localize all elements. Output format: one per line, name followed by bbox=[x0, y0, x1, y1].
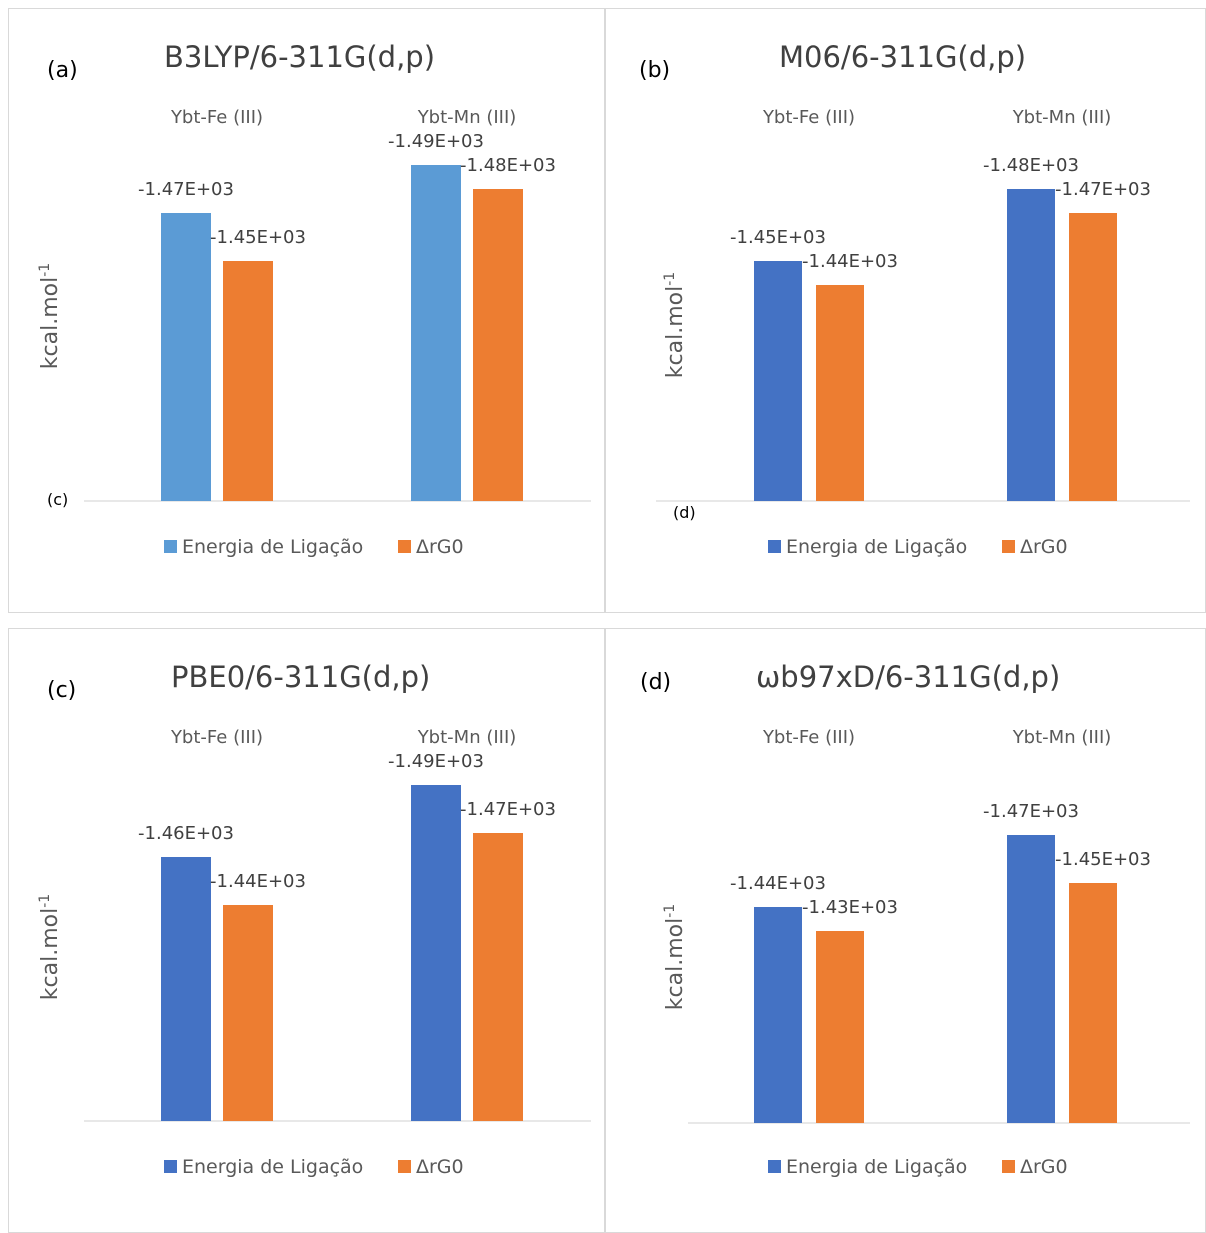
y-axis-label: kcal.mol-1 bbox=[37, 894, 63, 1000]
bar bbox=[223, 261, 273, 501]
legend-swatch bbox=[398, 1160, 411, 1173]
legend-label: Energia de Ligação bbox=[182, 536, 363, 558]
bar bbox=[816, 285, 864, 501]
legend-label: ΔrG0 bbox=[416, 536, 464, 558]
legend-label: ΔrG0 bbox=[1020, 536, 1068, 558]
data-label: -1.47E+03 bbox=[983, 801, 1079, 822]
legend-swatch bbox=[398, 540, 411, 553]
chart-svg: (a) B3LYP/6-311G(d,p) Ybt-Fe (III) Ybt-Mn (… bbox=[37, 40, 591, 558]
chart-panel-d: (d) ωb97xD/6-311G(d,p) Ybt-Fe (III) Ybt-Mn … bbox=[605, 628, 1206, 1233]
bar bbox=[411, 785, 461, 1121]
legend-label: Energia de Ligação bbox=[786, 1156, 967, 1178]
legend-swatch bbox=[164, 540, 177, 553]
legend-swatch bbox=[768, 540, 781, 553]
legend-label: Energia de Ligação bbox=[182, 1156, 363, 1178]
legend-label: ΔrG0 bbox=[416, 1156, 464, 1178]
y-axis-label: kcal.mol-1 bbox=[662, 904, 688, 1010]
data-label: -1.44E+03 bbox=[802, 251, 898, 272]
data-label: -1.45E+03 bbox=[210, 227, 306, 248]
panel-label: (c) bbox=[47, 678, 76, 703]
bar bbox=[473, 833, 523, 1121]
category-label: Ybt-Mn (III) bbox=[417, 727, 517, 748]
data-label: -1.45E+03 bbox=[1055, 849, 1151, 870]
legend-swatch bbox=[1002, 1160, 1015, 1173]
category-label: Ybt-Mn (III) bbox=[1012, 107, 1112, 128]
data-label: -1.44E+03 bbox=[210, 871, 306, 892]
bar bbox=[161, 213, 211, 501]
category-label: Ybt-Fe (III) bbox=[170, 107, 263, 128]
data-label: -1.47E+03 bbox=[138, 179, 234, 200]
panel-label: (a) bbox=[47, 58, 78, 83]
category-label: Ybt-Fe (III) bbox=[762, 727, 855, 748]
bar bbox=[473, 189, 523, 501]
data-label: -1.49E+03 bbox=[388, 131, 484, 152]
legend-swatch bbox=[768, 1160, 781, 1173]
chart-svg: (c) PBE0/6-311G(d,p) Ybt-Fe (III) Ybt-Mn (I… bbox=[37, 660, 591, 1178]
data-label: -1.48E+03 bbox=[460, 155, 556, 176]
y-axis-label: kcal.mol-1 bbox=[37, 263, 63, 369]
category-label: Ybt-Mn (III) bbox=[417, 107, 517, 128]
data-label: -1.46E+03 bbox=[138, 823, 234, 844]
stray-label: (c) bbox=[47, 490, 68, 509]
bar bbox=[754, 907, 802, 1123]
bar bbox=[1069, 213, 1117, 501]
chart-title: PBE0/6-311G(d,p) bbox=[171, 660, 430, 694]
chart-panel-c: (c) PBE0/6-311G(d,p) Ybt-Fe (III) Ybt-Mn (I… bbox=[8, 628, 605, 1233]
data-label: -1.47E+03 bbox=[460, 799, 556, 820]
data-label: -1.48E+03 bbox=[983, 155, 1079, 176]
data-label: -1.43E+03 bbox=[802, 897, 898, 918]
data-label: -1.45E+03 bbox=[730, 227, 826, 248]
bar bbox=[223, 905, 273, 1121]
bar bbox=[1007, 189, 1055, 501]
chart-title: ωb97xD/6-311G(d,p) bbox=[756, 660, 1060, 694]
legend-label: Energia de Ligação bbox=[786, 536, 967, 558]
chart-panel-b: (b) M06/6-311G(d,p) Ybt-Fe (III) Ybt-Mn (II… bbox=[605, 8, 1206, 613]
chart-svg: (b) M06/6-311G(d,p) Ybt-Fe (III) Ybt-Mn (II… bbox=[639, 40, 1190, 558]
category-label: Ybt-Mn (III) bbox=[1012, 727, 1112, 748]
legend-label: ΔrG0 bbox=[1020, 1156, 1068, 1178]
bar bbox=[754, 261, 802, 501]
y-axis-label: kcal.mol-1 bbox=[662, 272, 688, 378]
chart-panel-a: (a) B3LYP/6-311G(d,p) Ybt-Fe (III) Ybt-Mn (… bbox=[8, 8, 605, 613]
data-label: -1.44E+03 bbox=[730, 873, 826, 894]
legend-swatch bbox=[1002, 540, 1015, 553]
chart-title: M06/6-311G(d,p) bbox=[779, 40, 1026, 74]
chart-svg: (d) ωb97xD/6-311G(d,p) Ybt-Fe (III) Ybt-Mn … bbox=[640, 660, 1190, 1178]
legend-swatch bbox=[164, 1160, 177, 1173]
bar bbox=[1069, 883, 1117, 1123]
bar bbox=[411, 165, 461, 501]
category-label: Ybt-Fe (III) bbox=[762, 107, 855, 128]
panel-label: (b) bbox=[639, 58, 670, 83]
chart-title: B3LYP/6-311G(d,p) bbox=[164, 40, 435, 74]
bar bbox=[161, 857, 211, 1121]
bar bbox=[816, 931, 864, 1123]
data-label: -1.49E+03 bbox=[388, 751, 484, 772]
category-label: Ybt-Fe (III) bbox=[170, 727, 263, 748]
stray-label: (d) bbox=[673, 503, 696, 522]
data-label: -1.47E+03 bbox=[1055, 179, 1151, 200]
panel-label: (d) bbox=[640, 670, 671, 695]
bar bbox=[1007, 835, 1055, 1123]
